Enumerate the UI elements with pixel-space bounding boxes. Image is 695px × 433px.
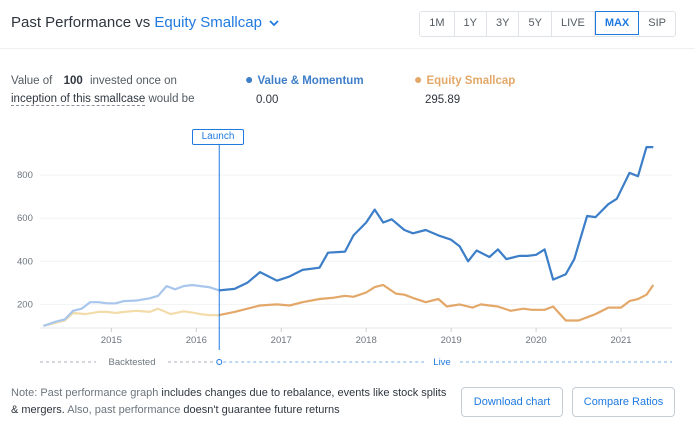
series-line-backtested: [43, 307, 220, 327]
range-tabs: 1M 1Y 3Y 5Y LIVE MAX SIP: [419, 11, 676, 37]
y-tick-label: 800: [17, 170, 33, 181]
compare-ratios-button[interactable]: Compare Ratios: [572, 387, 675, 417]
divider: [0, 48, 695, 49]
benchmark-selector[interactable]: Equity Smallcap: [154, 14, 280, 31]
x-tick-label: 2016: [186, 335, 207, 346]
header: Past Performance vs Equity Smallcap 1M 1Y…: [0, 0, 695, 48]
invested-once-label: invested once on: [89, 75, 177, 87]
tab-5y[interactable]: 5Y: [519, 12, 552, 36]
would-be-label: would be: [148, 93, 195, 105]
disclaimer-note: Note: Past performance graph includes ch…: [11, 385, 456, 419]
legend-item-value-momentum: ● Value & Momentum: [245, 71, 364, 87]
title-prefix: Past Performance vs: [11, 14, 151, 31]
x-tick-label: 2015: [101, 335, 122, 346]
tab-1m[interactable]: 1M: [420, 12, 455, 36]
benchmark-label: Equity Smallcap: [154, 14, 262, 31]
legend-dot-icon: ●: [414, 71, 423, 87]
x-tick-label: 2019: [441, 335, 462, 346]
legend-item-equity-smallcap: ● Equity Smallcap: [414, 71, 515, 87]
equity-smallcap-value: 295.89: [425, 94, 461, 106]
live-label: Live: [433, 357, 450, 368]
tab-max[interactable]: MAX: [594, 11, 640, 35]
value-of-label: Value of: [11, 75, 53, 87]
page-title: Past Performance vs Equity Smallcap: [11, 14, 280, 31]
y-tick-label: 600: [17, 213, 33, 224]
legend-dot-icon: ●: [245, 71, 254, 87]
launch-marker-label: Launch: [192, 129, 244, 145]
note-emphasis: doesn't guarantee future returns: [183, 404, 340, 416]
y-tick-label: 400: [17, 256, 33, 267]
y-tick-label: 200: [17, 299, 33, 310]
tab-3y[interactable]: 3Y: [487, 12, 520, 36]
legend-label: Equity Smallcap: [426, 75, 516, 87]
x-tick-label: 2018: [356, 335, 377, 346]
tab-live[interactable]: LIVE: [552, 12, 595, 36]
x-tick-label: 2017: [271, 335, 292, 346]
download-chart-button[interactable]: Download chart: [461, 387, 563, 417]
series-line-live: [219, 146, 654, 292]
backtested-label: Backtested: [109, 357, 156, 368]
note-text: Note: Past performance graph: [11, 387, 162, 399]
tab-1y[interactable]: 1Y: [455, 12, 488, 36]
legend-label: Value & Momentum: [257, 75, 364, 87]
x-tick-label: 2021: [610, 335, 631, 346]
series-line-live: [218, 283, 655, 322]
note-text: Also, past performance: [64, 404, 184, 416]
chevron-down-icon: [269, 20, 279, 27]
inception-link[interactable]: inception of this smallcase: [11, 93, 146, 106]
invested-amount: 100: [63, 75, 83, 87]
launch-dot-icon: [216, 359, 223, 365]
tab-sip[interactable]: SIP: [648, 17, 666, 29]
performance-chart: 200 400 600 800 2015 2016 2017 2018 2019 2020 2021…: [17, 145, 672, 368]
x-tick-label: 2020: [526, 335, 547, 346]
value-momentum-value: 0.00: [256, 94, 279, 106]
series-line-backtested: [43, 283, 220, 327]
value-summary: Value of 100 invested once on inception …: [11, 72, 194, 108]
note-emphasis: includes changes due to rebalance, event…: [11, 387, 447, 416]
